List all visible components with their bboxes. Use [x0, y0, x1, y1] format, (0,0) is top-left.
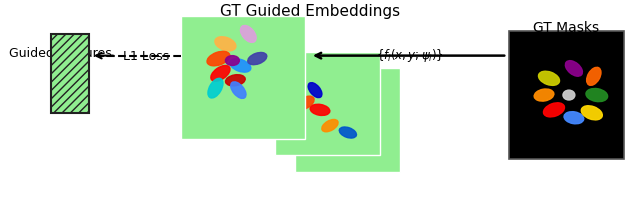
Ellipse shape — [225, 75, 245, 86]
Ellipse shape — [208, 78, 223, 98]
Ellipse shape — [308, 83, 322, 98]
Bar — [180, 16, 305, 139]
Bar — [51, 34, 89, 113]
Ellipse shape — [215, 37, 236, 51]
Ellipse shape — [534, 89, 554, 101]
Ellipse shape — [564, 112, 584, 124]
Ellipse shape — [586, 89, 607, 102]
Text: GT Masks: GT Masks — [533, 21, 599, 35]
Ellipse shape — [211, 66, 230, 81]
Ellipse shape — [207, 51, 230, 66]
Ellipse shape — [310, 104, 330, 115]
Ellipse shape — [248, 52, 267, 65]
Text: Guided Features: Guided Features — [10, 47, 112, 60]
Text: GT Guided Embeddings: GT Guided Embeddings — [220, 4, 400, 19]
Bar — [295, 69, 399, 172]
Ellipse shape — [563, 90, 575, 100]
Ellipse shape — [296, 96, 314, 110]
Ellipse shape — [565, 61, 582, 76]
Ellipse shape — [322, 119, 338, 132]
Bar — [275, 52, 380, 155]
Ellipse shape — [339, 127, 356, 138]
Text: L1 Loss: L1 Loss — [123, 50, 169, 63]
Ellipse shape — [581, 106, 602, 120]
Ellipse shape — [230, 82, 246, 98]
Ellipse shape — [241, 26, 256, 42]
Ellipse shape — [543, 103, 564, 117]
Ellipse shape — [538, 71, 559, 85]
Ellipse shape — [230, 59, 251, 72]
Ellipse shape — [225, 56, 239, 66]
Ellipse shape — [587, 67, 601, 85]
Bar — [509, 31, 623, 159]
Text: $\{f_i(x, y; \psi_i)\}$: $\{f_i(x, y; \psi_i)\}$ — [376, 47, 444, 64]
